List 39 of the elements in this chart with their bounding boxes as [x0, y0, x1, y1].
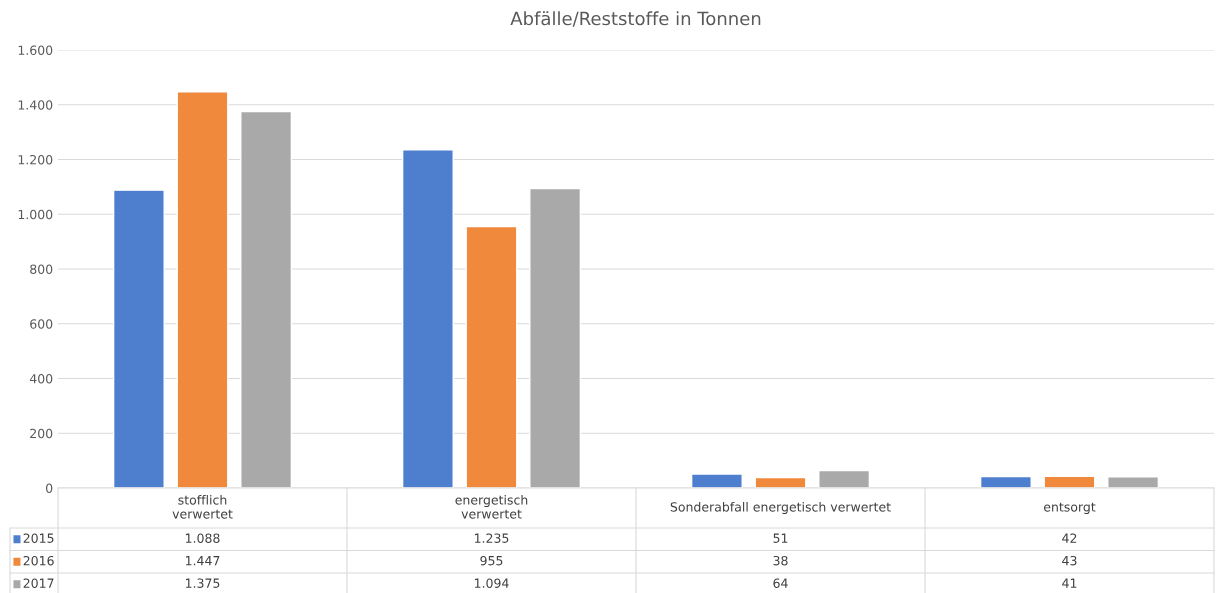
x-tick-label: Sonderabfall energetisch verwertet [670, 501, 891, 515]
data-label: 1.094 [474, 578, 509, 588]
legend-label: 2016 [23, 555, 54, 566]
y-tick-label: 1.200 [18, 154, 53, 165]
y-tick-label: 0 [46, 483, 53, 493]
y-tick-label: 400 [29, 373, 53, 384]
bar [1107, 476, 1160, 488]
bar [979, 475, 1032, 488]
bar [112, 189, 165, 488]
bar [401, 149, 454, 488]
data-label: 955 [480, 555, 503, 566]
data-label: 43 [1062, 555, 1077, 566]
bar [529, 187, 582, 488]
y-tick-label: 600 [30, 319, 53, 329]
data-label: 1.088 [185, 533, 220, 543]
y-tick-label: 1.600 [18, 45, 53, 55]
y-tick-label: 1.000 [18, 209, 53, 220]
data-label: 1.235 [474, 533, 509, 543]
bar [818, 469, 871, 488]
bar [240, 110, 293, 488]
bar [690, 473, 743, 488]
y-tick-label: 1.400 [18, 100, 53, 110]
x-tick-label: entsorgt [1043, 502, 1096, 515]
data-label: 38 [773, 555, 788, 566]
x-tick-label: energetisch verwertet [455, 494, 528, 519]
y-tick-label: 800 [30, 264, 53, 274]
data-label: 64 [773, 578, 788, 588]
data-label: 51 [773, 533, 788, 543]
bar [465, 225, 518, 488]
y-tick-label: 200 [30, 428, 53, 439]
data-label: 41 [1062, 578, 1077, 588]
bar [176, 91, 229, 488]
chart-title: Abfälle/Reststoffe in Tonnen [510, 11, 761, 27]
data-label: 1.447 [185, 556, 220, 566]
legend-label: 2017 [23, 578, 54, 588]
data-label: 1.375 [185, 578, 220, 588]
x-tick-label: stofflich verwertet [172, 494, 233, 519]
legend-label: 2015 [23, 533, 54, 543]
data-label: 42 [1062, 533, 1077, 543]
